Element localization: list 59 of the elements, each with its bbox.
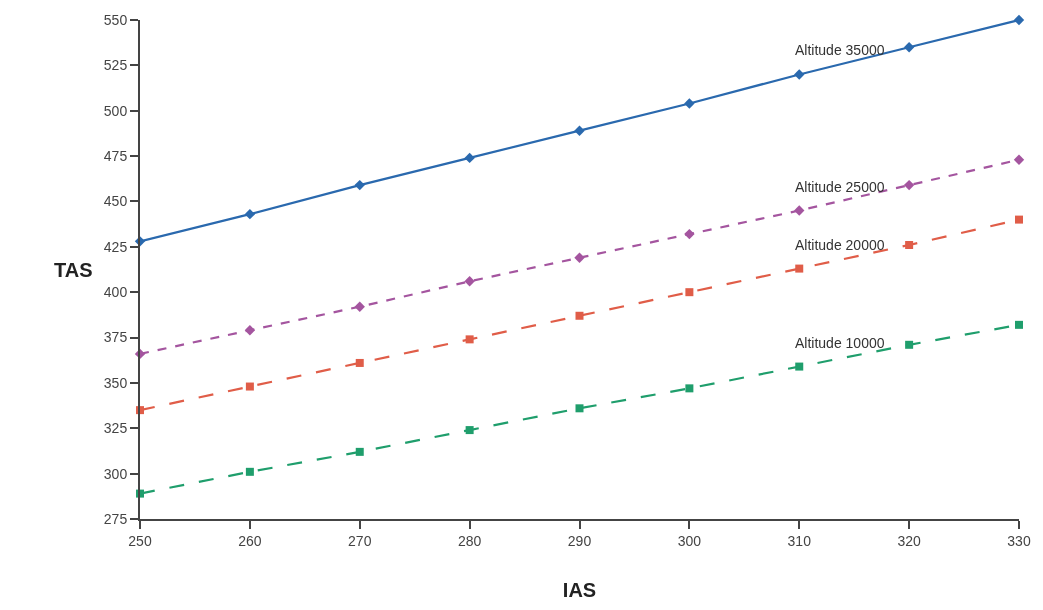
y-tick-label: 525 [103, 57, 128, 74]
x-tick-label: 330 [1007, 532, 1031, 549]
point [464, 152, 475, 164]
series-label: Altitude 35000 [795, 42, 885, 58]
point [575, 404, 584, 413]
point [245, 382, 254, 391]
point [1013, 14, 1025, 26]
y-axis-title: TAS [54, 259, 93, 281]
x-tick-label: 320 [897, 532, 922, 549]
point [244, 325, 256, 336]
y-tick-label: 400 [103, 284, 128, 301]
x-tick-label: 280 [457, 532, 482, 549]
point [905, 340, 914, 349]
x-axis-title: IAS [562, 578, 597, 601]
y-tick-label: 350 [103, 374, 128, 391]
point [684, 98, 695, 109]
point [795, 362, 804, 371]
point [465, 335, 474, 344]
point [794, 69, 805, 80]
x-tick-label: 260 [238, 532, 262, 549]
y-tick-label: 475 [103, 147, 128, 164]
point [794, 205, 805, 216]
y-tick-label: 550 [103, 11, 128, 28]
y-tick-label: 300 [103, 465, 128, 482]
point [1015, 320, 1023, 329]
point [903, 179, 915, 191]
point [465, 426, 474, 435]
series-label: Altitude 20000 [795, 237, 885, 253]
point [245, 467, 254, 476]
point [903, 42, 915, 53]
x-tick-label: 300 [677, 532, 702, 549]
point [464, 276, 475, 287]
point [685, 288, 694, 297]
point [354, 179, 365, 191]
point [795, 264, 804, 273]
point [574, 125, 585, 136]
point [574, 252, 585, 263]
point [685, 384, 694, 393]
point [575, 311, 584, 320]
series-label: Altitude 25000 [795, 179, 885, 195]
y-tick-label: 325 [103, 420, 128, 437]
series-label: Altitude 10000 [795, 335, 885, 351]
point [905, 241, 914, 249]
y-tick-label: 500 [103, 102, 128, 119]
x-tick-label: 290 [567, 532, 592, 549]
point [1013, 154, 1025, 165]
y-tick-label: 275 [103, 510, 128, 527]
x-tick-label: 310 [787, 532, 812, 549]
y-tick-label: 425 [103, 238, 128, 255]
point [1015, 215, 1023, 224]
point [355, 358, 364, 367]
point [244, 208, 256, 220]
point [354, 301, 365, 312]
point [355, 447, 364, 456]
x-tick-label: 270 [348, 532, 372, 549]
y-tick-label: 375 [103, 329, 128, 346]
point [684, 228, 695, 240]
y-tick-label: 450 [103, 193, 128, 210]
x-tick-label: 250 [128, 532, 152, 549]
